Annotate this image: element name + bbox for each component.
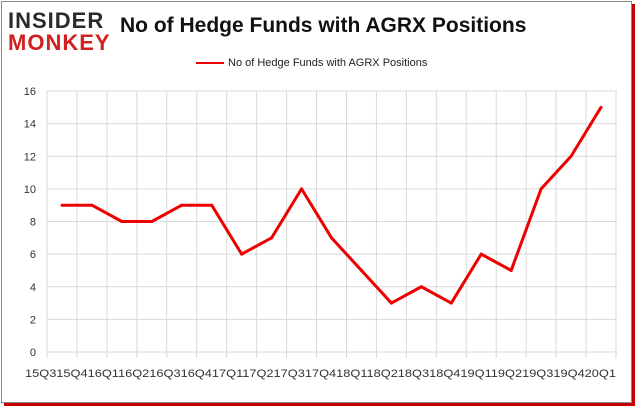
legend-line-swatch [196,62,224,64]
data-point [359,268,363,272]
y-tick-label: 6 [30,249,36,261]
data-point [270,236,274,240]
data-point [449,301,453,305]
data-point [539,187,543,191]
data-point [150,220,154,223]
x-axis-tick-labels: 15Q315Q416Q116Q216Q316Q417Q117Q217Q317Q4… [25,368,616,380]
chart-title: No of Hedge Funds with AGRX Positions [120,14,527,37]
data-point [90,203,94,207]
logo-top-text: INSIDER [8,8,105,33]
x-tick-labels: 15Q315Q416Q116Q216Q316Q417Q117Q217Q317Q4… [25,368,616,380]
y-tick-label: 12 [24,151,36,163]
legend-label: No of Hedge Funds with AGRX Positions [228,57,428,69]
series-group [60,105,603,305]
data-point [120,220,124,223]
y-tick-label: 8 [30,217,36,229]
data-point [180,203,184,207]
data-point [479,252,483,256]
y-tick-label: 0 [30,347,36,359]
y-tick-label: 14 [24,119,36,131]
data-point [569,154,573,158]
y-tick-label: 4 [30,282,36,294]
data-point [300,187,304,191]
logo-bottom-text: MONKEY [8,30,111,55]
y-tick-label: 2 [30,314,36,326]
series-line [62,106,603,305]
y-tick-label: 10 [24,184,36,196]
data-point [419,285,423,289]
y-tick-label: 16 [24,86,36,98]
chart-legend: No of Hedge Funds with AGRX Positions [196,57,427,69]
data-point [599,105,603,109]
data-point [60,203,64,207]
data-point [330,236,333,240]
y-axis-tick-labels: 0 2 4 6 8 10 12 14 16 [24,86,36,359]
data-point [210,203,214,207]
data-point [509,268,513,272]
data-point [240,252,244,256]
insider-monkey-logo: INSIDER MONKEY [8,10,111,54]
data-point [389,301,393,305]
chart-gridlines [46,90,617,358]
